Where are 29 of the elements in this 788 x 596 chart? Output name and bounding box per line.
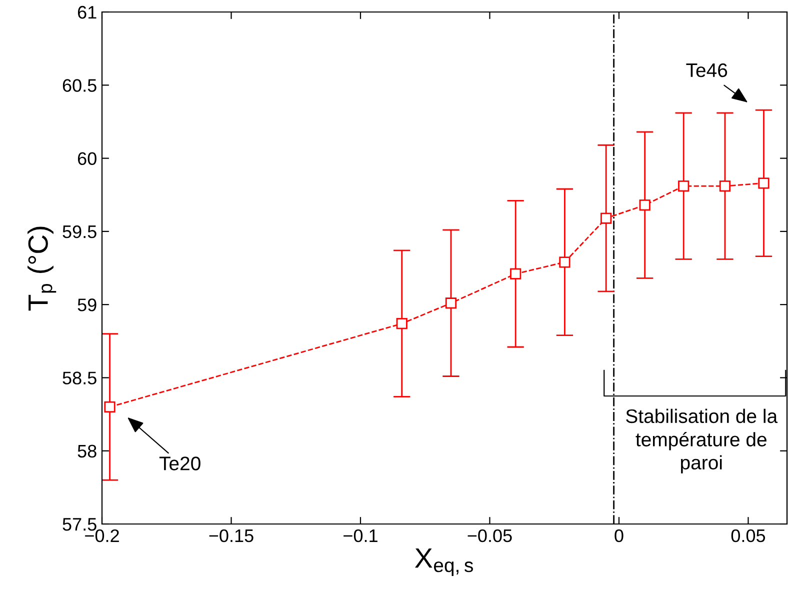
point: [678, 180, 690, 192]
y-tick-label: 58: [78, 444, 96, 458]
annotation: Te46: [686, 63, 728, 78]
x-tick-label: −0.15: [209, 529, 254, 542]
x-tick-label: −0.1: [344, 529, 378, 542]
point: [758, 178, 770, 189]
y-tick-label: 57.5: [62, 518, 96, 531]
x-tick-label: −0.2: [85, 529, 119, 542]
y-tick-label: 60: [78, 152, 96, 166]
point: [639, 200, 650, 211]
annotation: Te20: [159, 456, 200, 470]
y-tick-label: 59: [78, 298, 96, 312]
point: [559, 256, 570, 268]
point: [719, 180, 731, 192]
x-axis-title: X$_{eq,s}$: [414, 548, 473, 576]
x-tick-label: −0.05: [468, 529, 512, 542]
x-tick-label: 0: [614, 529, 624, 542]
point: [396, 318, 408, 330]
point: [510, 268, 522, 280]
y-tick-label: 60.5: [62, 79, 96, 92]
y-tick-label: 59.5: [62, 225, 96, 238]
point: [600, 212, 612, 224]
y-tick-label: 61: [78, 6, 96, 19]
point: [445, 298, 457, 309]
annotation: Stabilisation de la température de paroi: [626, 408, 778, 474]
point: [104, 401, 116, 413]
y-axis-title: T$_{p}$ (°C): [28, 226, 56, 311]
x-tick-label: 0.05: [731, 529, 766, 542]
y-tick-label: 58.5: [62, 372, 96, 384]
